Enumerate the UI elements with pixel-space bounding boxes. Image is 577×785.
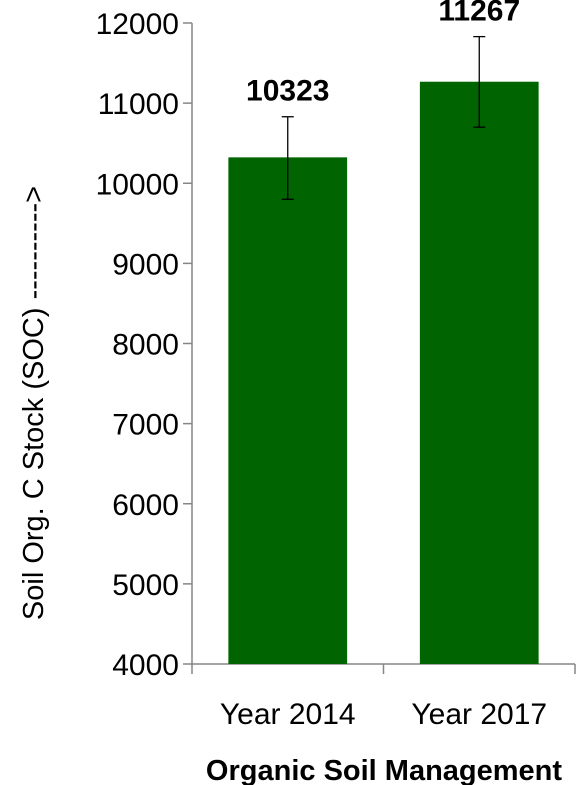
y-tick-label: 8000 <box>112 329 179 362</box>
y-tick-label: 11000 <box>98 88 179 121</box>
bar <box>419 81 539 664</box>
bars <box>228 81 539 664</box>
x-tick-label: Year 2017 <box>411 698 547 731</box>
x-axis-title: Organic Soil Management <box>206 755 562 785</box>
bar <box>228 157 348 664</box>
y-tick-label: 10000 <box>96 168 179 201</box>
y-tick-label: 7000 <box>112 409 179 442</box>
error-bar <box>281 116 294 200</box>
y-axis-title: Soil Org. C Stock (SOC) ----------> <box>18 186 50 620</box>
error-bars <box>281 35 486 200</box>
y-tick-label: 9000 <box>112 248 179 281</box>
x-axis: Year 2014 Year 2017 <box>191 663 576 731</box>
data-label: 10323 <box>246 75 329 108</box>
y-tick-label: 6000 <box>112 489 179 522</box>
data-label: 11267 <box>438 0 520 28</box>
x-tick-label: Year 2014 <box>220 698 356 731</box>
y-tick-label: 12000 <box>96 8 179 41</box>
data-labels: 10323 11267 <box>246 0 520 108</box>
y-tick-label: 5000 <box>112 569 179 602</box>
y-axis: 4000 5000 6000 7000 8000 9000 10000 11000 12000 <box>96 8 193 682</box>
y-tick-label: 4000 <box>112 649 179 682</box>
error-bar <box>473 35 486 128</box>
